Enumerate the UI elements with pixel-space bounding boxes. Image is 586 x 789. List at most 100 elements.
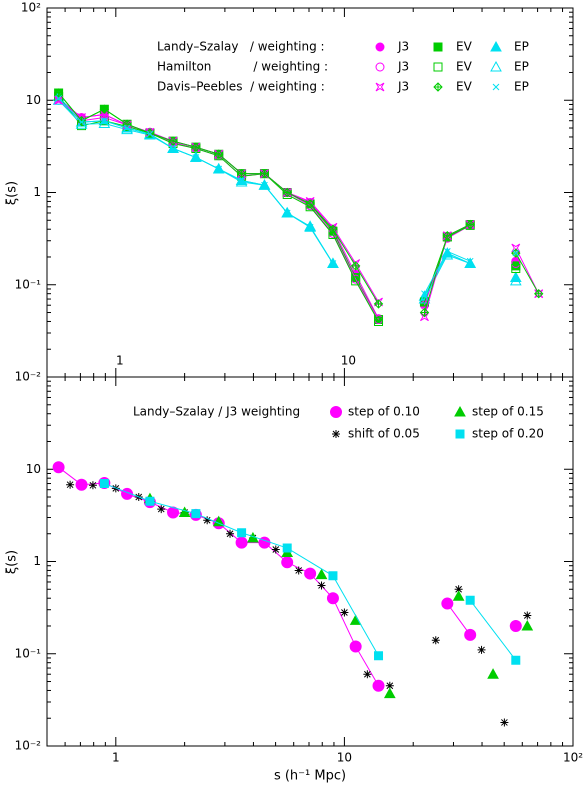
y-tick-label: 10 (26, 462, 41, 476)
marker (329, 260, 337, 267)
x-tick-label: 10² (563, 751, 583, 765)
marker (237, 528, 247, 538)
marker (168, 136, 178, 146)
legend-title: Landy–Szalay / J3 weighting (133, 405, 300, 419)
marker (192, 154, 200, 161)
series-line (59, 467, 516, 685)
marker (465, 595, 475, 605)
marker (294, 566, 303, 575)
marker (477, 645, 486, 654)
legend-label: step of 0.10 (348, 405, 420, 419)
legend-marker (490, 60, 502, 72)
legend-marker (375, 42, 385, 52)
marker (146, 130, 154, 138)
legend-label: EP (514, 60, 529, 74)
y-tick-label: 10⁻¹ (15, 646, 42, 660)
y-axis-label: ξ(s) (5, 550, 20, 574)
y-tick-label: 10⁻² (15, 739, 42, 753)
y-tick-label: 1 (33, 185, 41, 199)
marker (145, 496, 155, 506)
legend-marker (375, 62, 385, 72)
marker (442, 231, 453, 241)
legend-label: step of 0.20 (472, 427, 544, 441)
legend-label: EV (456, 40, 473, 54)
marker (52, 94, 65, 105)
marker (511, 243, 521, 253)
marker (214, 149, 224, 159)
marker (464, 257, 477, 268)
marker (465, 219, 475, 230)
marker (99, 479, 109, 489)
marker (511, 259, 521, 268)
marker (123, 124, 131, 132)
y-tick-label: 10⁻² (15, 370, 42, 384)
y-tick-label: 10⁻¹ (15, 277, 42, 291)
x-tick-label: 10 (337, 751, 352, 765)
marker (326, 592, 339, 605)
marker (349, 640, 362, 653)
legend-row-label: Landy–Szalay / weighting : (157, 40, 325, 54)
marker (328, 222, 338, 232)
legend-row-label: Hamilton / weighting : (157, 60, 328, 74)
marker (101, 117, 108, 125)
legend-label: J3 (397, 40, 409, 54)
marker (226, 529, 235, 538)
marker (419, 307, 430, 318)
legend-marker (433, 82, 443, 92)
marker (534, 288, 544, 299)
marker (509, 274, 522, 286)
legend-marker (433, 42, 443, 52)
marker (523, 611, 532, 620)
marker (374, 651, 384, 661)
marker (317, 581, 326, 590)
legend-marker (454, 405, 466, 417)
series-line (58, 92, 540, 313)
marker (66, 480, 75, 489)
marker (351, 276, 361, 286)
marker (191, 509, 201, 519)
legend-label: EP (514, 40, 529, 54)
legend-marker (492, 83, 500, 91)
marker (327, 257, 339, 268)
marker (509, 620, 522, 632)
marker (374, 297, 383, 307)
marker (521, 619, 534, 631)
marker (383, 687, 396, 699)
marker (167, 506, 180, 519)
marker (421, 290, 428, 298)
marker (212, 162, 225, 174)
marker (88, 481, 97, 490)
y-axis-label: ξ(s) (5, 181, 20, 205)
legend-label: EP (514, 80, 529, 94)
legend-marker (455, 429, 465, 439)
legend-marker (330, 406, 343, 418)
marker (282, 543, 292, 553)
marker (443, 248, 451, 255)
marker (511, 655, 521, 665)
marker (373, 299, 384, 309)
marker (203, 516, 212, 525)
series-line (59, 100, 516, 299)
series-line (58, 99, 540, 317)
legend-marker (433, 62, 443, 72)
marker (512, 249, 520, 257)
marker (167, 142, 179, 153)
y-tick-label: 10 (26, 93, 41, 107)
marker (236, 168, 247, 179)
marker (78, 118, 85, 126)
marker (54, 91, 64, 101)
legend-label: EV (456, 80, 473, 94)
marker (466, 257, 474, 265)
marker (372, 679, 385, 692)
legend-marker (375, 82, 385, 92)
marker (328, 224, 338, 234)
marker (349, 614, 362, 625)
marker (261, 181, 268, 189)
legend-label: shift of 0.05 (348, 427, 420, 441)
marker (374, 316, 384, 326)
marker (75, 478, 88, 491)
legend-label: J3 (397, 60, 409, 74)
marker (281, 556, 294, 569)
marker (511, 264, 521, 274)
marker (500, 718, 509, 727)
